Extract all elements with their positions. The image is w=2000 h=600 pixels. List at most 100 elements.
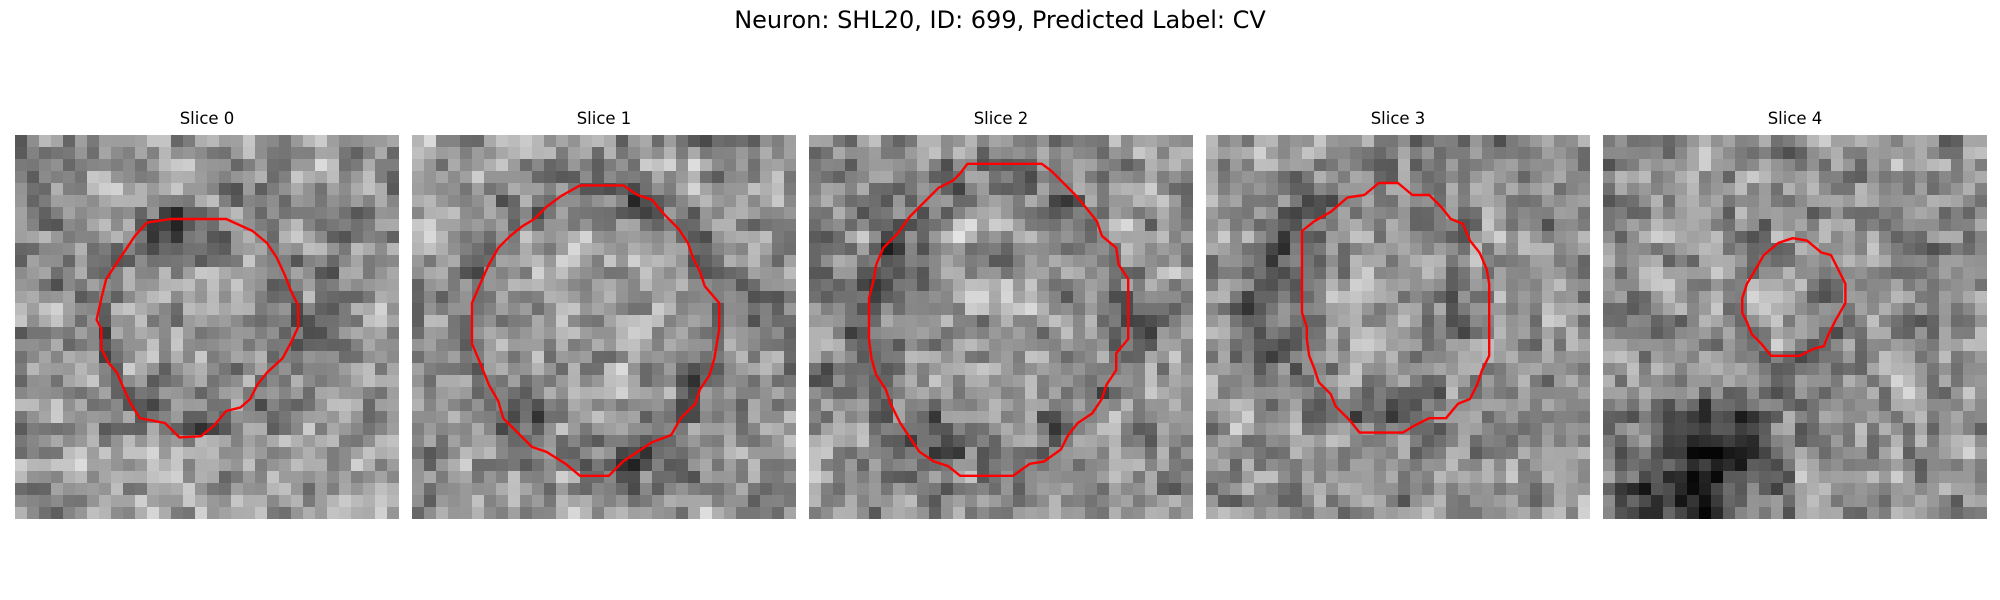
pixel bbox=[1374, 303, 1387, 316]
pixel bbox=[1157, 291, 1170, 304]
pixel bbox=[977, 375, 990, 388]
pixel bbox=[1807, 375, 1820, 388]
pixel bbox=[231, 363, 244, 376]
pixel bbox=[580, 423, 593, 436]
pixel bbox=[1410, 147, 1423, 160]
pixel bbox=[724, 483, 737, 496]
pixel bbox=[941, 447, 954, 460]
pixel bbox=[1230, 147, 1243, 160]
pixel bbox=[1518, 435, 1531, 448]
pixel bbox=[1025, 447, 1038, 460]
pixel bbox=[1025, 399, 1038, 412]
pixel bbox=[387, 291, 399, 304]
pixel bbox=[965, 471, 978, 484]
pixel bbox=[1374, 183, 1387, 196]
pixel bbox=[1554, 351, 1567, 364]
pixel bbox=[1338, 495, 1351, 508]
pixel bbox=[243, 327, 256, 340]
pixel bbox=[436, 279, 449, 292]
pixel bbox=[484, 195, 497, 208]
pixel bbox=[1109, 147, 1122, 160]
pixel bbox=[171, 147, 184, 160]
pixel bbox=[1518, 399, 1531, 412]
pixel bbox=[604, 207, 617, 220]
pixel bbox=[1206, 339, 1219, 352]
pixel bbox=[1855, 243, 1868, 256]
pixel bbox=[1819, 159, 1832, 172]
pixel bbox=[183, 507, 196, 519]
pixel bbox=[424, 291, 437, 304]
pixel bbox=[351, 315, 364, 328]
pixel bbox=[1386, 399, 1399, 412]
pixel bbox=[833, 363, 846, 376]
pixel bbox=[1157, 399, 1170, 412]
pixel bbox=[496, 171, 509, 184]
pixel bbox=[700, 411, 713, 424]
pixel bbox=[231, 447, 244, 460]
pixel bbox=[39, 303, 52, 316]
pixel bbox=[363, 147, 376, 160]
pixel bbox=[1374, 339, 1387, 352]
pixel bbox=[351, 399, 364, 412]
pixel bbox=[1482, 411, 1495, 424]
pixel bbox=[472, 195, 485, 208]
pixel bbox=[736, 231, 749, 244]
pixel bbox=[760, 171, 773, 184]
pixel bbox=[784, 171, 796, 184]
pixel bbox=[1506, 411, 1519, 424]
pixel bbox=[604, 387, 617, 400]
pixel bbox=[1266, 291, 1279, 304]
pixel bbox=[75, 171, 88, 184]
pixel bbox=[1290, 195, 1303, 208]
pixel bbox=[207, 387, 220, 400]
pixel bbox=[977, 315, 990, 328]
pixel bbox=[1242, 267, 1255, 280]
pixel bbox=[1097, 243, 1110, 256]
pixel bbox=[1470, 303, 1483, 316]
pixel bbox=[472, 507, 485, 519]
pixel bbox=[1446, 363, 1459, 376]
pixel bbox=[1867, 219, 1880, 232]
pixel bbox=[580, 219, 593, 232]
pixel bbox=[363, 327, 376, 340]
pixel bbox=[51, 327, 64, 340]
pixel bbox=[1422, 207, 1435, 220]
pixel bbox=[929, 411, 942, 424]
pixel bbox=[1218, 279, 1231, 292]
pixel bbox=[1061, 447, 1074, 460]
pixel bbox=[1446, 135, 1459, 148]
pixel bbox=[15, 339, 28, 352]
pixel bbox=[1398, 471, 1411, 484]
pixel bbox=[267, 483, 280, 496]
pixel bbox=[1879, 195, 1892, 208]
pixel bbox=[580, 315, 593, 328]
pixel bbox=[1542, 339, 1555, 352]
pixel bbox=[1542, 171, 1555, 184]
pixel bbox=[520, 159, 533, 172]
pixel bbox=[1302, 255, 1315, 268]
pixel bbox=[496, 339, 509, 352]
pixel bbox=[1494, 483, 1507, 496]
pixel bbox=[1169, 255, 1182, 268]
pixel bbox=[363, 279, 376, 292]
pixel bbox=[1639, 243, 1652, 256]
pixel bbox=[1566, 267, 1579, 280]
pixel bbox=[1482, 483, 1495, 496]
pixel bbox=[1747, 219, 1760, 232]
pixel bbox=[1085, 255, 1098, 268]
pixel bbox=[1699, 159, 1712, 172]
pixel bbox=[508, 483, 521, 496]
pixel bbox=[664, 183, 677, 196]
pixel bbox=[255, 399, 268, 412]
pixel bbox=[1133, 375, 1146, 388]
pixel bbox=[1530, 291, 1543, 304]
pixel bbox=[700, 291, 713, 304]
pixel bbox=[1290, 255, 1303, 268]
pixel bbox=[1386, 387, 1399, 400]
pixel bbox=[1723, 363, 1736, 376]
pixel bbox=[195, 435, 208, 448]
pixel bbox=[760, 303, 773, 316]
pixel bbox=[580, 507, 593, 519]
pixel bbox=[1675, 267, 1688, 280]
pixel bbox=[1687, 459, 1700, 472]
